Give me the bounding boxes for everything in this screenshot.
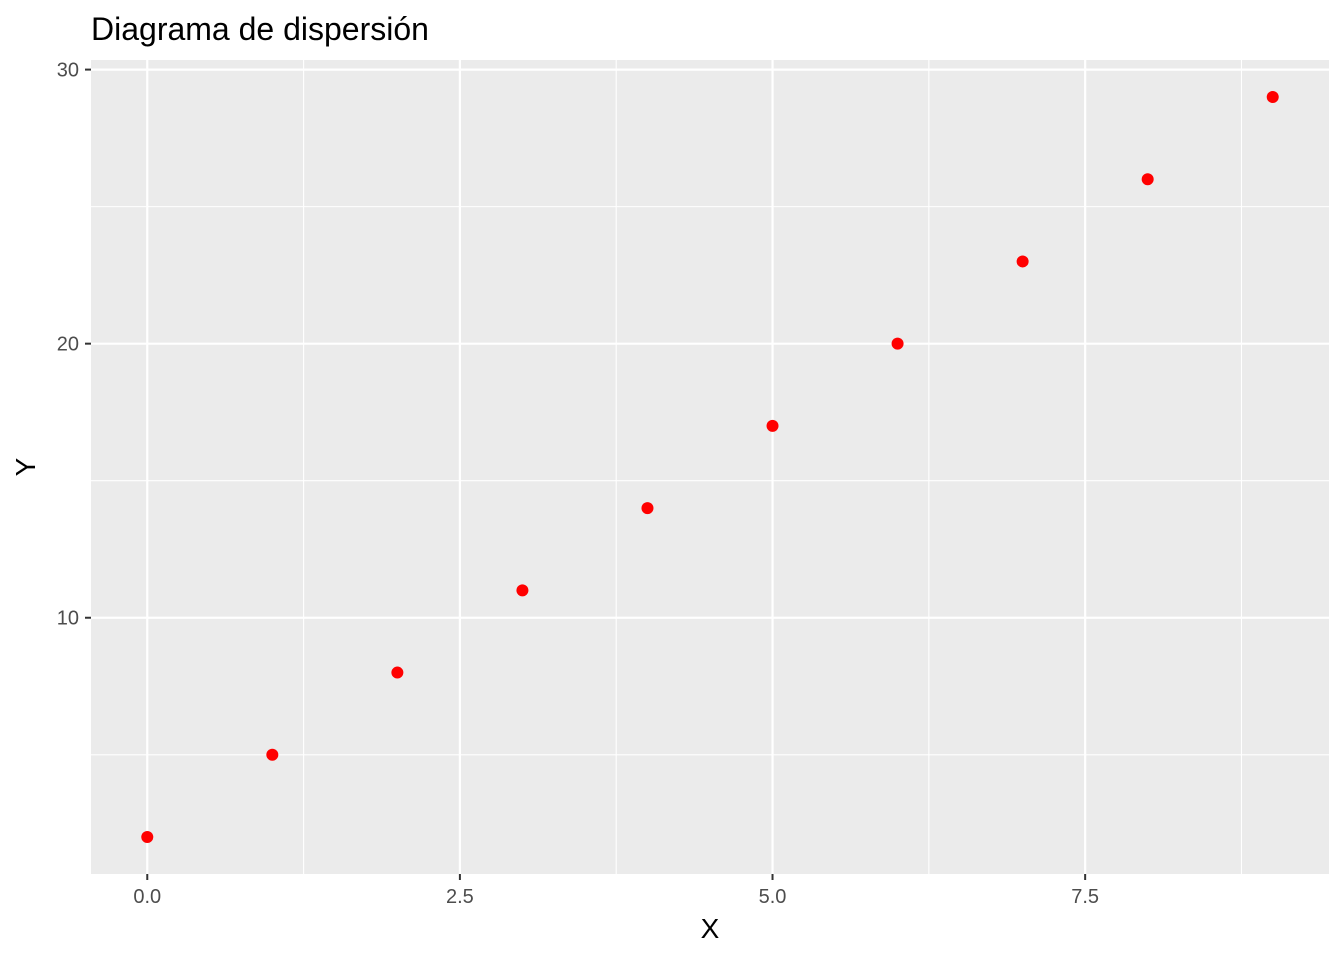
data-point (1141, 173, 1154, 186)
x-tick-label: 5.0 (759, 886, 787, 908)
y-axis: 10 20 30 (57, 60, 91, 630)
data-point (1266, 91, 1279, 103)
y-tick-label: 10 (57, 608, 79, 630)
y-tick-label: 20 (57, 334, 79, 356)
plot-panel (91, 60, 1329, 874)
data-point (766, 419, 779, 432)
data-point (266, 748, 279, 761)
x-axis: 0.0 2.5 5.0 7.5 (133, 874, 1099, 908)
data-point (1016, 255, 1029, 268)
data-point (141, 831, 154, 843)
data-points (141, 91, 1279, 843)
y-axis-title: Y (10, 457, 41, 476)
x-tick-label: 7.5 (1071, 886, 1099, 908)
major-gridlines (91, 60, 1329, 874)
x-axis-title: X (701, 913, 720, 944)
x-tick-label: 2.5 (446, 886, 474, 908)
data-point (391, 666, 404, 679)
y-tick-label: 30 (57, 60, 79, 82)
x-tick-label: 0.0 (133, 886, 161, 908)
data-point (641, 502, 654, 515)
chart-title: Diagrama de dispersión (91, 11, 429, 47)
data-point (516, 584, 529, 597)
data-point (891, 337, 904, 350)
minor-gridlines (91, 60, 1329, 874)
